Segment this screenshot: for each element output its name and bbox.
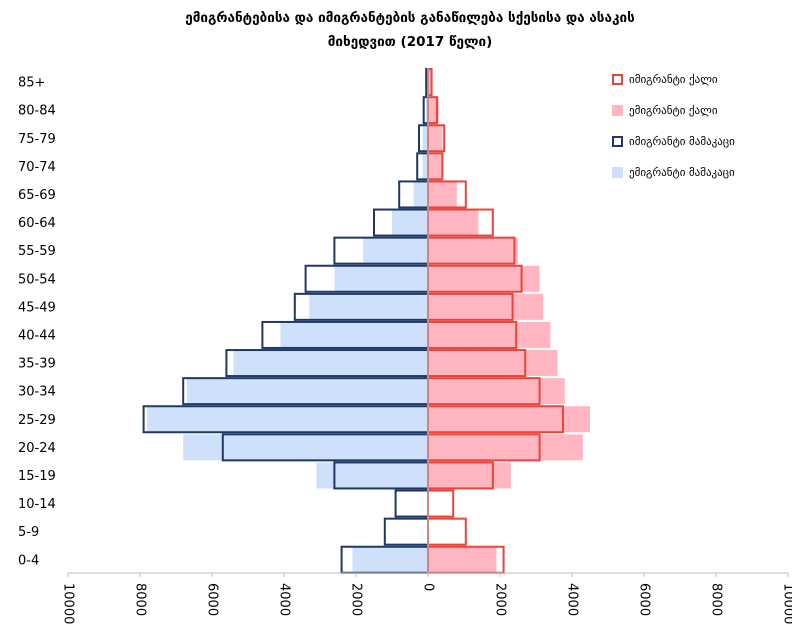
y-tick-label-30-34: 30-34: [18, 385, 56, 400]
bar-male-filled-55-59: [363, 237, 428, 264]
x-tick-label-9: 8000: [709, 583, 724, 616]
bar-male-filled-40-44: [280, 321, 428, 348]
bar-female-filled-20-24: [428, 434, 583, 461]
y-tick-label-40-44: 40-44: [18, 328, 56, 343]
x-tick-label-0: 10000: [61, 583, 76, 624]
x-tick-label-1: 8000: [133, 583, 148, 616]
x-tick-label-10: 10000: [781, 583, 792, 624]
legend-label-immigrant-female: იმიგრანტი ქალი: [629, 73, 718, 86]
y-tick-label-10-14: 10-14: [18, 497, 56, 512]
bar-female-filled-50-54: [428, 265, 540, 292]
legend-swatch-immigrant-male: [612, 136, 623, 147]
y-tick-label-75-79: 75-79: [18, 132, 56, 147]
bar-female-filled-80-84: [428, 97, 439, 124]
bar-male-filled-50-54: [334, 265, 428, 292]
bar-male-filled-70-74: [422, 153, 428, 180]
legend-label-immigrant-male: იმიგრანტი მამაკაცი: [629, 135, 735, 148]
bar-male-filled-45-49: [309, 293, 428, 320]
bar-female-filled-25-29: [428, 406, 590, 433]
y-tick-label-55-59: 55-59: [18, 244, 56, 259]
bar-male-filled-30-34: [186, 378, 428, 405]
x-tick-label-2: 6000: [205, 583, 220, 616]
legend-swatch-emigrant-male: [612, 167, 623, 178]
legend-swatch-immigrant-female: [612, 74, 623, 85]
bar-male-filled-0-4: [352, 546, 428, 573]
bar-male-filled-20-24: [183, 434, 428, 461]
bar-female-filled-0-4: [428, 546, 497, 573]
bar-female-filled-35-39: [428, 350, 558, 377]
y-tick-label-25-29: 25-29: [18, 413, 56, 428]
y-tick-label-0-4: 0-4: [18, 553, 39, 568]
y-tick-label-80-84: 80-84: [18, 104, 56, 119]
x-tick-label-6: 2000: [493, 583, 508, 616]
bar-female-filled-30-34: [428, 378, 565, 405]
bar-male-filled-15-19: [316, 462, 428, 489]
legend-item-immigrant-female: იმიგრანტი ქალი: [612, 64, 792, 95]
y-tick-label-60-64: 60-64: [18, 216, 56, 231]
y-tick-label-70-74: 70-74: [18, 160, 56, 175]
bar-female-filled-75-79: [428, 125, 443, 152]
x-tick-label-7: 4000: [565, 583, 580, 616]
y-tick-label-20-24: 20-24: [18, 441, 56, 456]
y-tick-label-15-19: 15-19: [18, 469, 56, 484]
y-tick-label-5-9: 5-9: [18, 525, 39, 540]
x-tick-label-3: 4000: [277, 583, 292, 616]
y-tick-label-35-39: 35-39: [18, 357, 56, 372]
x-tick-label-4: 2000: [349, 583, 364, 616]
bar-male-outline-5-9: [383, 517, 429, 546]
bar-male-outline-10-14: [394, 489, 430, 518]
x-tick-label-5: 0: [421, 583, 436, 591]
chart-title: ემიგრანტებისა და იმიგრანტების განაწილება…: [40, 6, 780, 54]
y-tick-label-65-69: 65-69: [18, 188, 56, 203]
x-tick-label-8: 6000: [637, 583, 652, 616]
bar-female-filled-15-19: [428, 462, 511, 489]
chart-title-line-1: ემიგრანტებისა და იმიგრანტების განაწილება…: [185, 10, 635, 26]
bar-female-filled-65-69: [428, 181, 457, 208]
bar-female-filled-55-59: [428, 237, 518, 264]
bar-female-filled-85+: [428, 69, 432, 96]
legend-item-emigrant-female: ემიგრანტი ქალი: [612, 95, 792, 126]
legend-label-emigrant-female: ემიგრანტი ქალი: [629, 104, 718, 117]
chart-title-line-2: მიხედვით (2017 წელი): [327, 34, 493, 50]
legend-item-immigrant-male: იმიგრანტი მამაკაცი: [612, 126, 792, 157]
legend-label-emigrant-male: ემიგრანტი მამაკაცი: [629, 166, 735, 179]
bar-male-filled-25-29: [147, 406, 428, 433]
bar-female-filled-60-64: [428, 209, 479, 236]
legend-swatch-emigrant-female: [612, 105, 623, 116]
legend-item-emigrant-male: ემიგრანტი მამაკაცი: [612, 157, 792, 188]
bar-female-filled-40-44: [428, 321, 551, 348]
bar-female-outline-5-9: [427, 517, 467, 546]
bar-male-filled-35-39: [233, 350, 428, 377]
bar-male-filled-75-79: [422, 125, 428, 152]
bar-female-filled-70-74: [428, 153, 443, 180]
bar-male-filled-60-64: [392, 209, 428, 236]
bar-female-filled-45-49: [428, 293, 544, 320]
bar-female-outline-10-14: [427, 489, 455, 518]
y-tick-label-45-49: 45-49: [18, 300, 56, 315]
bar-male-filled-65-69: [413, 181, 428, 208]
y-tick-label-50-54: 50-54: [18, 272, 56, 287]
y-tick-label-85+: 85+: [18, 76, 45, 91]
chart-legend: იმიგრანტი ქალი ემიგრანტი ქალი იმიგრანტი …: [612, 64, 792, 188]
